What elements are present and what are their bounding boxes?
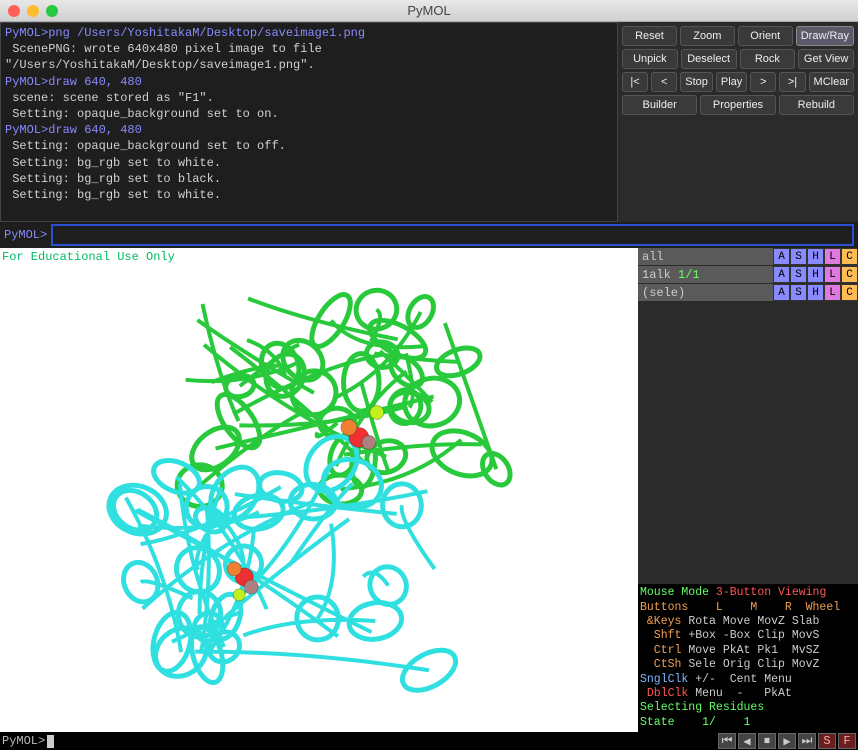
--button[interactable]: |<	[622, 72, 648, 92]
object-row[interactable]: allASHLC	[638, 248, 858, 266]
stop-button[interactable]: Stop	[680, 72, 713, 92]
unpick-button[interactable]: Unpick	[622, 49, 678, 69]
draw-ray-button[interactable]: Draw/Ray	[796, 26, 854, 46]
mouse-row: Ctrl Move PkAt Pk1 MvSZ	[640, 644, 856, 658]
play-button[interactable]: Play	[716, 72, 747, 92]
console-line: Setting: opaque_background set to off.	[5, 138, 613, 154]
movie-controls: ⏮◀⏹▶⏭SF	[718, 733, 856, 749]
button-row: UnpickDeselectRockGet View	[622, 49, 854, 69]
obj-btn-s[interactable]: S	[790, 284, 807, 301]
object-name: (sele)	[638, 286, 773, 300]
gl-viewer[interactable]: For Educational Use Only	[0, 248, 638, 732]
movie-btn-⏭[interactable]: ⏭	[798, 733, 816, 749]
object-list: allASHLC1alk 1/1ASHLC(sele)ASHLC	[638, 248, 858, 302]
obj-btn-s[interactable]: S	[790, 248, 807, 265]
obj-btn-c[interactable]: C	[841, 248, 858, 265]
console-line: Setting: bg_rgb set to white.	[5, 187, 613, 203]
reset-button[interactable]: Reset	[622, 26, 677, 46]
--button[interactable]: >|	[779, 72, 805, 92]
--button[interactable]: <	[651, 72, 677, 92]
zoom-button[interactable]: Zoom	[680, 26, 735, 46]
console-line: PyMOL>png /Users/YoshitakaM/Desktop/save…	[5, 25, 613, 41]
mouse-dblclk: DblClk Menu - PkAt	[640, 687, 856, 701]
status-prompt: PyMOL>	[2, 734, 45, 748]
obj-btn-h[interactable]: H	[807, 284, 824, 301]
button-row: |<<StopPlay>>|MClear	[622, 72, 854, 92]
obj-btn-l[interactable]: L	[824, 248, 841, 265]
titlebar: PyMOL	[0, 0, 858, 22]
console-line: PyMOL>draw 640, 480	[5, 122, 613, 138]
object-row[interactable]: 1alk 1/1ASHLC	[638, 266, 858, 284]
console-line: Setting: bg_rgb set to white.	[5, 155, 613, 171]
mouse-header: Buttons L M R Wheel	[640, 601, 856, 615]
obj-btn-h[interactable]: H	[807, 266, 824, 283]
obj-btn-a[interactable]: A	[773, 248, 790, 265]
console-line: ScenePNG: wrote 640x480 pixel image to f…	[5, 41, 613, 73]
mouse-row: Shft +Box -Box Clip MovS	[640, 629, 856, 643]
orient-button[interactable]: Orient	[738, 26, 793, 46]
obj-btn-s[interactable]: S	[790, 266, 807, 283]
movie-btn-⏹[interactable]: ⏹	[758, 733, 776, 749]
obj-btn-c[interactable]: C	[841, 266, 858, 283]
console-line: Setting: opaque_background set to on.	[5, 106, 613, 122]
deselect-button[interactable]: Deselect	[681, 49, 737, 69]
movie-btn-◀[interactable]: ◀	[738, 733, 756, 749]
button-panel: ResetZoomOrientDraw/Ray UnpickDeselectRoc…	[618, 22, 858, 222]
command-input[interactable]	[51, 224, 854, 246]
mouse-mode-line: Mouse Mode 3-Button Viewing	[640, 586, 856, 600]
obj-btn-h[interactable]: H	[807, 248, 824, 265]
console-output: PyMOL>png /Users/YoshitakaM/Desktop/save…	[0, 22, 618, 222]
minimize-icon[interactable]	[27, 5, 39, 17]
mouse-row: &Keys Rota Move MovZ Slab	[640, 615, 856, 629]
close-icon[interactable]	[8, 5, 20, 17]
command-prompt: PyMOL>	[4, 228, 47, 242]
get-view-button[interactable]: Get View	[798, 49, 854, 69]
movie-btn-S[interactable]: S	[818, 733, 836, 749]
mouse-row: CtSh Sele Orig Clip MovZ	[640, 658, 856, 672]
console-line: scene: scene stored as "F1".	[5, 90, 613, 106]
obj-btn-c[interactable]: C	[841, 284, 858, 301]
mclear-button[interactable]: MClear	[809, 72, 854, 92]
obj-btn-a[interactable]: A	[773, 266, 790, 283]
object-name: 1alk 1/1	[638, 268, 773, 282]
mouse-selecting: Selecting Residues	[640, 701, 856, 715]
mouse-snglclk: SnglClk +/- Cent Menu	[640, 673, 856, 687]
rock-button[interactable]: Rock	[740, 49, 796, 69]
button-row: BuilderPropertiesRebuild	[622, 95, 854, 115]
maximize-icon[interactable]	[46, 5, 58, 17]
button-row: ResetZoomOrientDraw/Ray	[622, 26, 854, 46]
mouse-state: State 1/ 1	[640, 716, 856, 730]
rebuild-button[interactable]: Rebuild	[779, 95, 854, 115]
obj-btn-l[interactable]: L	[824, 266, 841, 283]
top-row: PyMOL>png /Users/YoshitakaM/Desktop/save…	[0, 22, 858, 222]
command-row: PyMOL>	[0, 222, 858, 248]
object-name: all	[638, 250, 773, 264]
viewer-row: For Educational Use Only allASHLC1alk 1/…	[0, 248, 858, 732]
side-panel: allASHLC1alk 1/1ASHLC(sele)ASHLC Mouse M…	[638, 248, 858, 732]
movie-btn-F[interactable]: F	[838, 733, 856, 749]
obj-btn-a[interactable]: A	[773, 284, 790, 301]
movie-btn-▶[interactable]: ▶	[778, 733, 796, 749]
object-row[interactable]: (sele)ASHLC	[638, 284, 858, 302]
obj-btn-l[interactable]: L	[824, 284, 841, 301]
status-bar: PyMOL> ⏮◀⏹▶⏭SF	[0, 732, 858, 750]
cursor-icon	[47, 735, 54, 748]
traffic-lights	[0, 5, 58, 17]
builder-button[interactable]: Builder	[622, 95, 697, 115]
window-title: PyMOL	[0, 3, 858, 18]
movie-btn-⏮[interactable]: ⏮	[718, 733, 736, 749]
properties-button[interactable]: Properties	[700, 95, 775, 115]
--button[interactable]: >	[750, 72, 776, 92]
protein-render	[0, 248, 638, 717]
console-line: PyMOL>draw 640, 480	[5, 74, 613, 90]
mouse-mode-panel[interactable]: Mouse Mode 3-Button ViewingButtons L M R…	[638, 584, 858, 732]
console-line: Setting: bg_rgb set to black.	[5, 171, 613, 187]
